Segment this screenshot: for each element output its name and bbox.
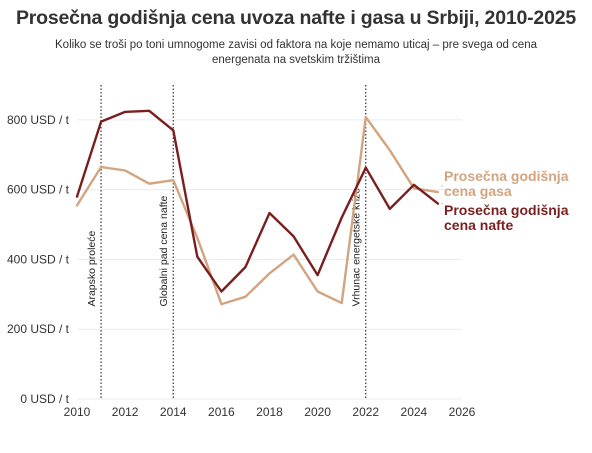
y-tick-label: 600 USD / t <box>7 183 70 197</box>
x-tick-label: 2012 <box>112 405 139 419</box>
annotation-label: Globalni pad cena nafte <box>158 195 170 306</box>
x-tick-label: 2024 <box>401 405 428 419</box>
gas-series-label-line1: Prosečna godišnja <box>444 168 569 184</box>
y-tick-label: 800 USD / t <box>7 113 70 127</box>
chart-subtitle: Koliko se troši po toni umnogome zavisi … <box>55 39 537 66</box>
y-tick-label: 400 USD / t <box>7 252 70 266</box>
x-tick-label: 2020 <box>304 405 331 419</box>
gas-series-label-line2: cena gasa <box>444 183 512 199</box>
x-tick-label: 2016 <box>208 405 235 419</box>
x-tick-label: 2018 <box>256 405 283 419</box>
y-tick-label: 0 USD / t <box>20 392 69 406</box>
annotation-label: Vrhunac energetske krize <box>351 188 363 307</box>
x-tick-label: 2026 <box>449 405 476 419</box>
gas-price-line <box>75 115 440 306</box>
x-tick-label: 2010 <box>64 405 91 419</box>
oil-series-label-line2: cena nafte <box>444 217 513 233</box>
chart-title: Prosečna godišnja cena uvoza nafte i gas… <box>15 7 577 29</box>
y-tick-label: 200 USD / t <box>7 322 70 336</box>
oil-series-label-line1: Prosečna godišnja <box>444 202 569 218</box>
x-tick-label: 2014 <box>160 405 187 419</box>
x-tick-label: 2022 <box>352 405 379 419</box>
oil-price-line <box>75 109 440 293</box>
annotation-label: Arapsko proleće <box>86 231 98 307</box>
